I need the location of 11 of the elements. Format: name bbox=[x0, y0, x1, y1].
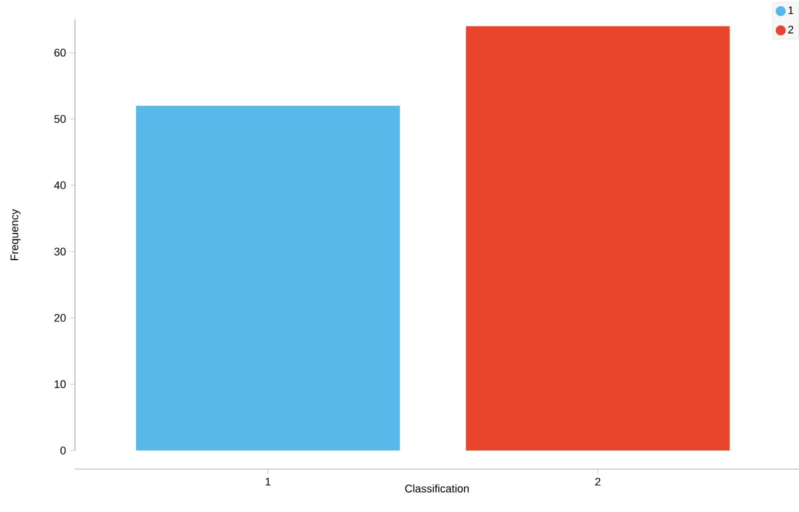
y-tick-label: 10 bbox=[54, 380, 66, 388]
y-tick-label: 30 bbox=[54, 248, 66, 256]
y-tick-label: 20 bbox=[54, 314, 66, 322]
legend-label: 2 bbox=[788, 26, 794, 34]
legend-label: 1 bbox=[788, 6, 794, 14]
y-tick-label: 60 bbox=[54, 48, 66, 57]
y-tick-label: 40 bbox=[54, 181, 66, 190]
y-tick-label: 0 bbox=[60, 446, 66, 454]
x-axis-title: Classification bbox=[405, 484, 469, 492]
y-tick-label: 50 bbox=[54, 115, 66, 123]
y-axis-title: Frequency bbox=[10, 209, 20, 260]
